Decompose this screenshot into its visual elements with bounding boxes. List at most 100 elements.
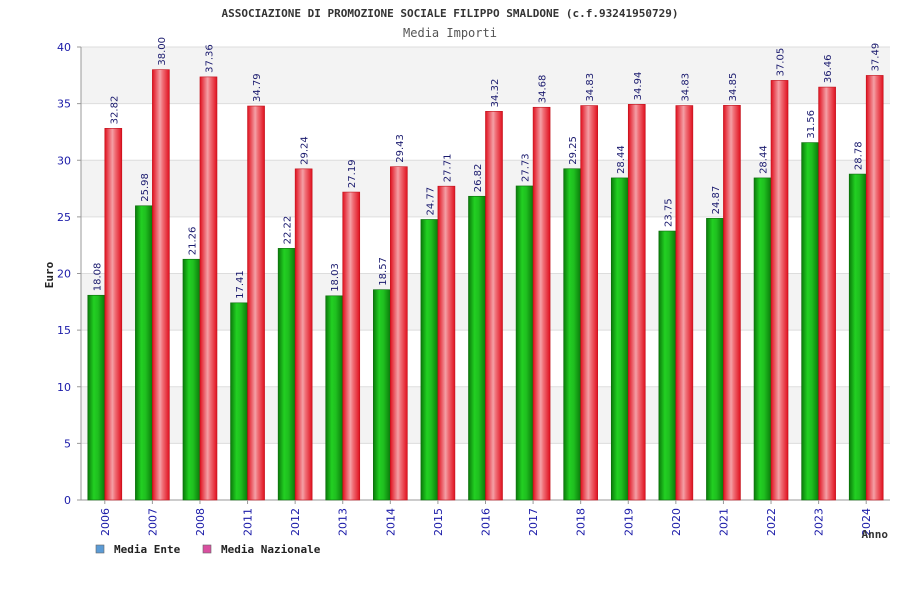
x-tick-label: 2019 [622, 508, 635, 536]
bar-data-label: 21.26 [187, 227, 198, 256]
bar-media-nazionale [865, 75, 884, 501]
legend-item-media-ente: Media Ente [95, 543, 181, 556]
bar-media-ente [563, 168, 581, 501]
legend-label-media-ente: Media Ente [114, 543, 181, 556]
x-tick-label: 2006 [99, 508, 112, 536]
x-tick-label: 2011 [242, 508, 255, 536]
bar-media-nazionale [342, 191, 361, 501]
bar-data-label: 27.71 [442, 154, 453, 183]
bar-data-label: 28.44 [759, 145, 770, 174]
bar-media-nazionale [723, 105, 741, 501]
bar-data-label: 18.57 [378, 257, 389, 286]
chart-subtitle: Media Importi [403, 26, 497, 40]
bar-media-ente [325, 295, 344, 501]
chart-title: ASSOCIAZIONE DI PROMOZIONE SOCIALE FILIP… [222, 7, 679, 20]
bar-data-label: 22.22 [283, 216, 294, 245]
bar-data-label: 37.05 [776, 48, 787, 77]
x-tick-label: 2012 [289, 508, 302, 536]
bar-data-label: 28.78 [854, 141, 865, 170]
bar-media-nazionale [247, 105, 265, 501]
bars [87, 69, 884, 501]
bar-data-label: 24.77 [425, 187, 436, 216]
bar-media-ente [87, 294, 106, 501]
bar-data-label: 26.82 [473, 164, 484, 193]
bar-media-nazionale [580, 105, 598, 501]
bar-media-ente [468, 195, 486, 501]
y-tick-label: 10 [57, 381, 71, 394]
x-tick-label: 2018 [575, 508, 588, 536]
y-axis-ticks: 0 5 10 15 20 25 30 35 40 [57, 41, 81, 507]
bar-data-label: 27.73 [521, 153, 532, 182]
bar-data-label: 23.75 [663, 198, 674, 227]
bar-data-label: 17.41 [235, 270, 246, 299]
bar-media-nazionale [675, 105, 694, 501]
x-tick-label: 2021 [717, 508, 730, 536]
x-tick-label: 2017 [527, 508, 540, 536]
bar-media-ente [658, 230, 677, 501]
legend-swatch-media-ente [95, 544, 105, 554]
x-tick-label: 2022 [765, 508, 778, 536]
bar-media-nazionale [532, 106, 551, 501]
bar-media-ente [420, 219, 439, 501]
bar-media-nazionale [152, 69, 170, 501]
bar-media-nazionale [104, 128, 123, 501]
bar-data-label: 34.68 [538, 75, 549, 104]
bar-data-label: 34.83 [680, 73, 691, 102]
bar-media-ente [182, 258, 201, 501]
bar-data-label: 32.82 [109, 96, 120, 125]
bar-media-nazionale [818, 86, 836, 501]
bar-data-label: 18.03 [330, 263, 341, 292]
bar-data-label: 24.87 [711, 186, 722, 215]
y-tick-label: 15 [57, 324, 71, 337]
bar-data-label: 34.83 [585, 73, 596, 102]
y-tick-label: 5 [64, 437, 71, 450]
bar-media-nazionale [437, 185, 456, 501]
x-tick-label: 2016 [480, 508, 493, 536]
x-tick-label: 2020 [670, 508, 683, 536]
y-tick-label: 0 [64, 494, 71, 507]
bar-data-label: 34.85 [728, 73, 739, 102]
bar-media-nazionale [627, 104, 646, 501]
x-tick-label: 2015 [432, 508, 445, 536]
x-tick-label: 2014 [384, 508, 397, 536]
bar-data-label: 37.49 [871, 43, 882, 72]
legend: Media Ente Media Nazionale [95, 543, 321, 556]
bar-media-ente [706, 218, 724, 501]
y-tick-label: 40 [57, 41, 71, 54]
x-tick-label: 2008 [194, 508, 207, 536]
bar-data-label: 29.43 [395, 134, 406, 163]
bar-media-nazionale [485, 111, 503, 501]
bar-data-label: 36.46 [823, 54, 834, 83]
y-tick-label: 25 [57, 211, 71, 224]
bar-media-ente [230, 302, 248, 501]
bar-data-label: 34.32 [490, 79, 501, 108]
bar-data-label: 34.94 [633, 72, 644, 101]
bar-data-label: 29.24 [300, 136, 311, 165]
bar-media-ente [135, 205, 153, 501]
x-tick-label: 2023 [813, 508, 826, 536]
legend-item-media-nazionale: Media Nazionale [202, 543, 321, 556]
bar-media-nazionale [294, 168, 313, 501]
bar-media-ente [515, 185, 534, 501]
bar-media-ente [277, 248, 296, 501]
bar-data-label: 34.79 [252, 73, 263, 102]
bar-media-ente [753, 177, 772, 501]
bar-media-ente [801, 142, 819, 501]
x-axis-label: Anno [862, 528, 889, 541]
bar-media-ente [848, 173, 867, 501]
bar-data-label: 18.08 [92, 263, 103, 292]
y-tick-label: 20 [57, 268, 71, 281]
legend-swatch-media-nazionale [202, 544, 212, 554]
bar-media-nazionale [199, 76, 218, 501]
bar-data-label: 29.25 [568, 136, 579, 165]
y-axis-label: Euro [43, 261, 56, 288]
bar-data-label: 38.00 [157, 37, 168, 66]
bar-media-nazionale [770, 80, 789, 501]
bar-media-ente [373, 289, 391, 501]
bar-media-ente [610, 177, 629, 501]
bar-data-label: 28.44 [616, 145, 627, 174]
y-tick-label: 35 [57, 98, 71, 111]
x-tick-label: 2007 [146, 508, 159, 536]
legend-label-media-nazionale: Media Nazionale [221, 543, 321, 556]
